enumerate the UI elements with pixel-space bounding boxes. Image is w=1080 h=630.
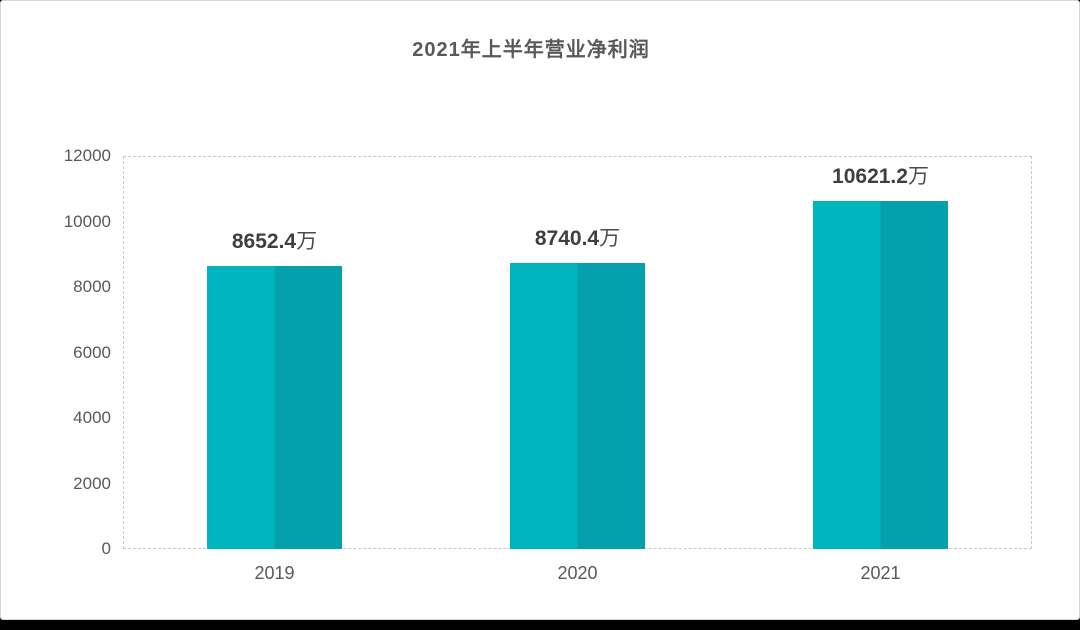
bar-value-unit: 万	[907, 164, 929, 189]
y-axis-tick-label: 6000	[73, 342, 111, 362]
bar-value-label: 8652.4万	[155, 228, 395, 254]
bar-value-number: 10621.2	[832, 165, 908, 189]
bar-value-unit: 万	[296, 228, 318, 253]
bar-value-label: 10621.2万	[761, 163, 1001, 189]
bar-2019	[207, 265, 342, 549]
bar-value-label: 8740.4万	[458, 225, 698, 251]
y-axis-tick-label: 8000	[73, 277, 111, 296]
y-axis-tick-label: 2000	[73, 473, 111, 493]
footer-strip	[0, 620, 1080, 630]
y-axis-tick-label: 0	[101, 539, 111, 558]
bar-2020	[510, 262, 645, 549]
y-axis-tick-label: 12000	[63, 146, 111, 165]
y-axis-tick-label: 4000	[73, 408, 111, 427]
chart-title: 2021年上半年营业净利润	[412, 39, 650, 61]
bar-value-unit: 万	[599, 225, 621, 250]
x-axis-label-2021: 2021	[860, 563, 901, 583]
bar-value-number: 8652.4	[231, 229, 297, 253]
bar-2021	[813, 201, 948, 549]
x-axis-label-2020: 2020	[557, 563, 598, 583]
bar-value-number: 8740.4	[534, 226, 600, 250]
y-axis-tick-label: 10000	[63, 211, 111, 231]
x-axis-label-2019: 2019	[254, 563, 295, 583]
